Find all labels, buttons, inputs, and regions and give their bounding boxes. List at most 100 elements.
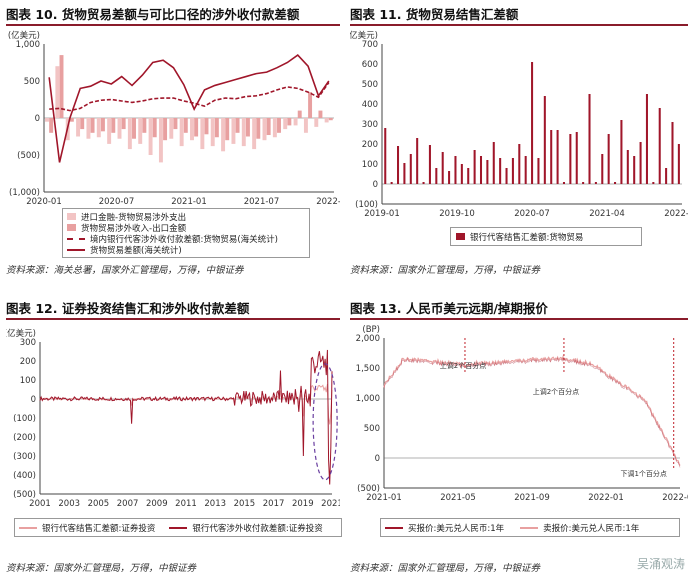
watermark: 吴涌观涛 bbox=[636, 557, 685, 571]
x-tick-label: 2021-05 bbox=[440, 493, 476, 503]
bar bbox=[111, 118, 116, 133]
bar bbox=[245, 118, 250, 137]
legend-label: 货物贸易涉外收入-出口金额 bbox=[81, 223, 187, 234]
bar bbox=[142, 118, 147, 133]
bar bbox=[467, 168, 470, 184]
chart-title: 图表 10. 货物贸易差额与可比口径的涉外收付款差额 bbox=[6, 7, 300, 22]
source-note: 资料来源：国家外汇管理局，万得，中银证券 bbox=[350, 563, 541, 574]
annotation-label: 上调2个百分点 bbox=[533, 387, 579, 396]
bar bbox=[49, 118, 54, 133]
title-rule bbox=[6, 318, 340, 320]
x-tick-label: 2021 bbox=[321, 499, 340, 509]
y-tick-label: (400) bbox=[13, 471, 36, 481]
x-tick-label: 2022-01 bbox=[664, 209, 688, 219]
x-tick-label: 2021-04 bbox=[589, 209, 625, 219]
x-tick-label: 2022-05 bbox=[662, 493, 688, 503]
x-tick-label: 2020-07 bbox=[99, 197, 135, 207]
chart-panel-13: 图表 13. 人民币美元远期/掉期报价 (BP) 2,000 1,500 1,000 5… bbox=[350, 298, 688, 576]
y-tick-label: (100) bbox=[355, 200, 378, 210]
bar bbox=[435, 168, 438, 184]
title-rule bbox=[6, 24, 340, 26]
y-tick-label: 300 bbox=[362, 120, 378, 130]
bar bbox=[190, 118, 194, 141]
bar bbox=[152, 118, 157, 138]
y-tick-label: 700 bbox=[362, 40, 378, 50]
bar bbox=[210, 118, 215, 147]
chart-13-legend: 买报价:美元兑人民币:1年 卖报价:美元兑人民币:1年 bbox=[380, 518, 680, 537]
bar bbox=[272, 118, 277, 138]
title-rule bbox=[350, 318, 688, 320]
bar bbox=[543, 96, 546, 184]
bar bbox=[658, 108, 661, 184]
chart-11-legend: 银行代客结售汇差额:货物贸易 bbox=[450, 227, 642, 246]
title-rule bbox=[350, 24, 688, 26]
chart-title: 图表 13. 人民币美元远期/掉期报价 bbox=[350, 301, 548, 316]
source-note: 资料来源：海关总署，国家外汇管理局，万得，中银证券 bbox=[6, 265, 244, 276]
bar bbox=[473, 150, 476, 184]
legend-swatch bbox=[67, 237, 85, 240]
bar bbox=[384, 128, 387, 184]
unit-label: (亿美元) bbox=[6, 328, 36, 339]
bar bbox=[148, 118, 153, 155]
bar bbox=[287, 118, 292, 126]
y-tick-label: (1,000) bbox=[9, 188, 40, 198]
bar bbox=[204, 118, 209, 135]
bar bbox=[556, 130, 559, 184]
y-tick-label: 1,000 bbox=[16, 40, 40, 50]
bar bbox=[266, 118, 271, 136]
bar bbox=[607, 134, 610, 184]
bar bbox=[537, 158, 540, 184]
bar bbox=[173, 118, 178, 130]
bar bbox=[90, 118, 95, 133]
chart-12-plot: (亿美元)300 200 100 0 (100) (200) (300) (400) (500)… bbox=[6, 328, 340, 509]
bar bbox=[169, 118, 174, 139]
bar bbox=[620, 120, 623, 184]
bar bbox=[283, 118, 288, 130]
bar bbox=[158, 118, 163, 163]
bar bbox=[454, 156, 457, 184]
y-tick-label: 200 bbox=[362, 140, 378, 150]
chart-10-legend: 进口金融-货物贸易涉外支出 货物贸易涉外收入-出口金额 境内银行代客涉外收付款差额:… bbox=[62, 208, 310, 258]
x-tick-label: 2021-07 bbox=[244, 197, 280, 207]
bar bbox=[231, 118, 236, 144]
bar bbox=[225, 118, 230, 141]
bar bbox=[569, 134, 572, 184]
bar bbox=[671, 122, 674, 184]
x-tick-label: 2013 bbox=[204, 499, 226, 509]
y-tick-label: 1,000 bbox=[356, 394, 380, 404]
x-tick-label: 2011 bbox=[175, 499, 197, 509]
bar bbox=[100, 118, 105, 132]
bar bbox=[328, 118, 333, 121]
x-tick-label: 2021-01 bbox=[171, 197, 207, 207]
bar bbox=[127, 118, 132, 150]
y-tick-label: (500) bbox=[357, 484, 380, 494]
legend-swatch bbox=[456, 233, 465, 240]
bar bbox=[256, 118, 261, 139]
bar bbox=[183, 118, 188, 133]
bar bbox=[594, 182, 597, 184]
y-tick-label: 2,000 bbox=[356, 334, 380, 344]
bar bbox=[179, 118, 184, 147]
legend-swatch bbox=[67, 224, 76, 231]
bar bbox=[117, 118, 122, 139]
bar bbox=[76, 118, 81, 137]
legend-label: 银行代客涉外收付款差额:证券投资 bbox=[192, 523, 323, 534]
bar bbox=[403, 163, 406, 184]
x-tick-label: 2007 bbox=[117, 499, 139, 509]
bar bbox=[45, 118, 49, 122]
bar bbox=[652, 182, 655, 184]
y-tick-label: 100 bbox=[362, 160, 378, 170]
chart-13-plot: (BP)2,000 1,500 1,000 500 0 (500)2021-01 2021-… bbox=[356, 325, 688, 503]
bar bbox=[324, 118, 329, 123]
bar bbox=[297, 110, 302, 118]
x-tick-label: 2019-10 bbox=[439, 209, 475, 219]
bar bbox=[397, 146, 400, 184]
chart-panel-12: 图表 12. 证券投资结售汇和涉外收付款差额 (亿美元) 300 200 100 0 (1… bbox=[6, 298, 342, 576]
chart-title: 图表 12. 证券投资结售汇和涉外收付款差额 bbox=[6, 301, 250, 316]
x-tick-label: 2020-07 bbox=[514, 209, 550, 219]
bar bbox=[614, 182, 617, 184]
legend-swatch bbox=[520, 526, 539, 529]
x-tick-label: 2005 bbox=[88, 499, 110, 509]
legend-item: 进口金融-货物贸易涉外支出 bbox=[67, 211, 305, 223]
annotation-label: 下调1个百分点 bbox=[620, 469, 666, 478]
